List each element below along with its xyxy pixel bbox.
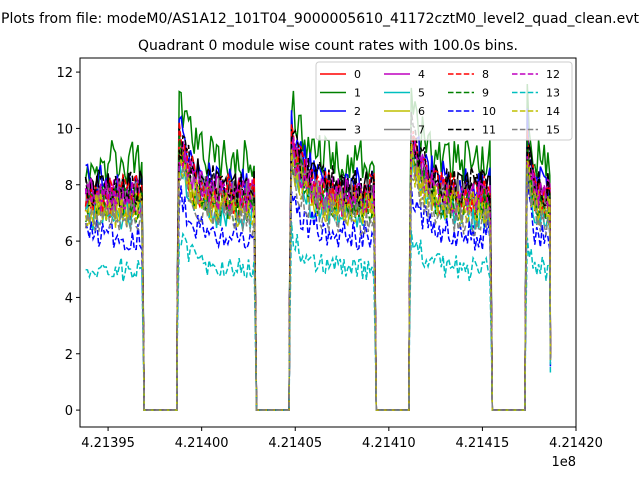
figure-suptitle: Plots from file: modeM0/AS1A12_101T04_90… xyxy=(1,11,639,27)
legend-label-14: 14 xyxy=(546,105,560,118)
series-lines xyxy=(84,83,552,411)
legend-label-1: 1 xyxy=(354,87,361,100)
y-tick-label: 0 xyxy=(65,404,73,419)
legend-label-9: 9 xyxy=(482,87,489,100)
x-axis: 4.21395 4.21400 4.21405 4.21410 4.21415 4.214… xyxy=(81,427,603,451)
y-tick-label: 4 xyxy=(65,291,73,306)
legend-label-13: 13 xyxy=(546,87,560,100)
x-tick-label: 4.21400 xyxy=(175,436,229,451)
legend-label-2: 2 xyxy=(354,105,361,118)
legend-label-5: 5 xyxy=(418,87,425,100)
legend-label-10: 10 xyxy=(482,105,496,118)
legend-box xyxy=(315,61,573,141)
y-tick-label: 2 xyxy=(65,348,73,363)
x-tick-label: 4.21420 xyxy=(549,436,603,451)
legend-label-11: 11 xyxy=(482,124,496,137)
y-tick-label: 12 xyxy=(56,66,73,81)
plot-frame xyxy=(79,57,577,428)
legend-label-15: 15 xyxy=(546,124,560,137)
legend-label-4: 4 xyxy=(418,68,425,81)
series-line-15 xyxy=(84,164,552,411)
legend-label-8: 8 xyxy=(482,68,489,81)
legend-label-7: 7 xyxy=(418,124,425,137)
y-tick-label: 8 xyxy=(65,179,73,194)
legend-label-12: 12 xyxy=(546,68,560,81)
chart-title: Quadrant 0 module wise count rates with … xyxy=(138,38,518,54)
x-tick-label: 4.21405 xyxy=(268,436,322,451)
legend-label-0: 0 xyxy=(354,68,361,81)
x-offset-label: 1e8 xyxy=(551,455,576,470)
legend-label-6: 6 xyxy=(418,105,425,118)
legend-label-3: 3 xyxy=(354,124,361,137)
y-axis: 0 2 4 6 8 10 12 xyxy=(56,66,80,419)
series-line-13 xyxy=(85,221,552,411)
x-tick-label: 4.21410 xyxy=(362,436,416,451)
y-tick-label: 6 xyxy=(65,235,73,250)
x-tick-label: 4.21415 xyxy=(456,436,510,451)
y-tick-label: 10 xyxy=(56,122,73,137)
x-tick-label: 4.21395 xyxy=(81,436,135,451)
